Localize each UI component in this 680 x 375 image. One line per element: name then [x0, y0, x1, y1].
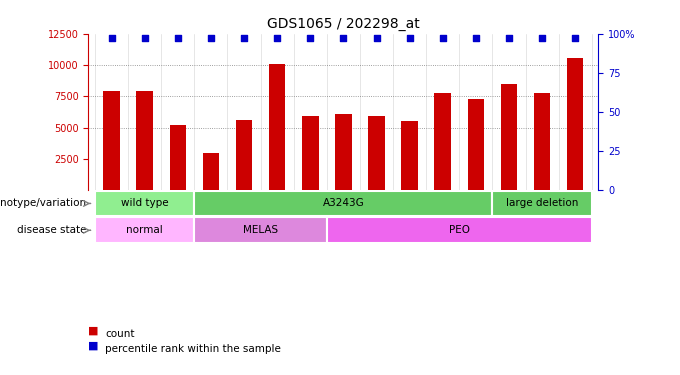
Point [239, 34, 250, 40]
Text: MELAS: MELAS [243, 225, 278, 236]
Bar [567, 57, 583, 190]
Point [570, 34, 581, 40]
Bar [435, 93, 451, 190]
Text: percentile rank within the sample: percentile rank within the sample [105, 344, 282, 354]
Point [139, 34, 150, 40]
Point [305, 34, 316, 40]
Bar [500, 84, 517, 190]
Point [437, 34, 448, 40]
Bar [335, 114, 352, 190]
FancyBboxPatch shape [194, 217, 327, 243]
Bar [137, 91, 153, 190]
Text: count: count [105, 329, 135, 339]
FancyBboxPatch shape [95, 217, 194, 243]
FancyBboxPatch shape [95, 190, 194, 216]
Bar [203, 153, 219, 190]
Text: ■: ■ [88, 326, 99, 336]
Text: large deletion: large deletion [506, 198, 578, 208]
Text: wild type: wild type [121, 198, 169, 208]
Point [471, 34, 481, 40]
FancyBboxPatch shape [492, 190, 592, 216]
Bar [103, 91, 120, 190]
Bar [169, 125, 186, 190]
FancyBboxPatch shape [194, 190, 492, 216]
Text: A3243G: A3243G [322, 198, 364, 208]
Text: disease state: disease state [17, 225, 87, 236]
Bar [401, 121, 418, 190]
Bar [468, 99, 484, 190]
Point [272, 34, 283, 40]
Point [504, 34, 515, 40]
Point [338, 34, 349, 40]
Point [537, 34, 547, 40]
Point [404, 34, 415, 40]
Text: ■: ■ [88, 341, 99, 351]
Text: normal: normal [126, 225, 163, 236]
FancyBboxPatch shape [327, 217, 592, 243]
Title: GDS1065 / 202298_at: GDS1065 / 202298_at [267, 17, 420, 32]
Bar [534, 93, 550, 190]
Text: PEO: PEO [449, 225, 470, 236]
Text: genotype/variation: genotype/variation [0, 198, 87, 208]
Point [205, 34, 216, 40]
Point [172, 34, 183, 40]
Bar [236, 120, 252, 190]
Bar [369, 116, 385, 190]
Bar [302, 116, 318, 190]
Point [371, 34, 382, 40]
Point [106, 34, 117, 40]
Bar [269, 64, 286, 190]
